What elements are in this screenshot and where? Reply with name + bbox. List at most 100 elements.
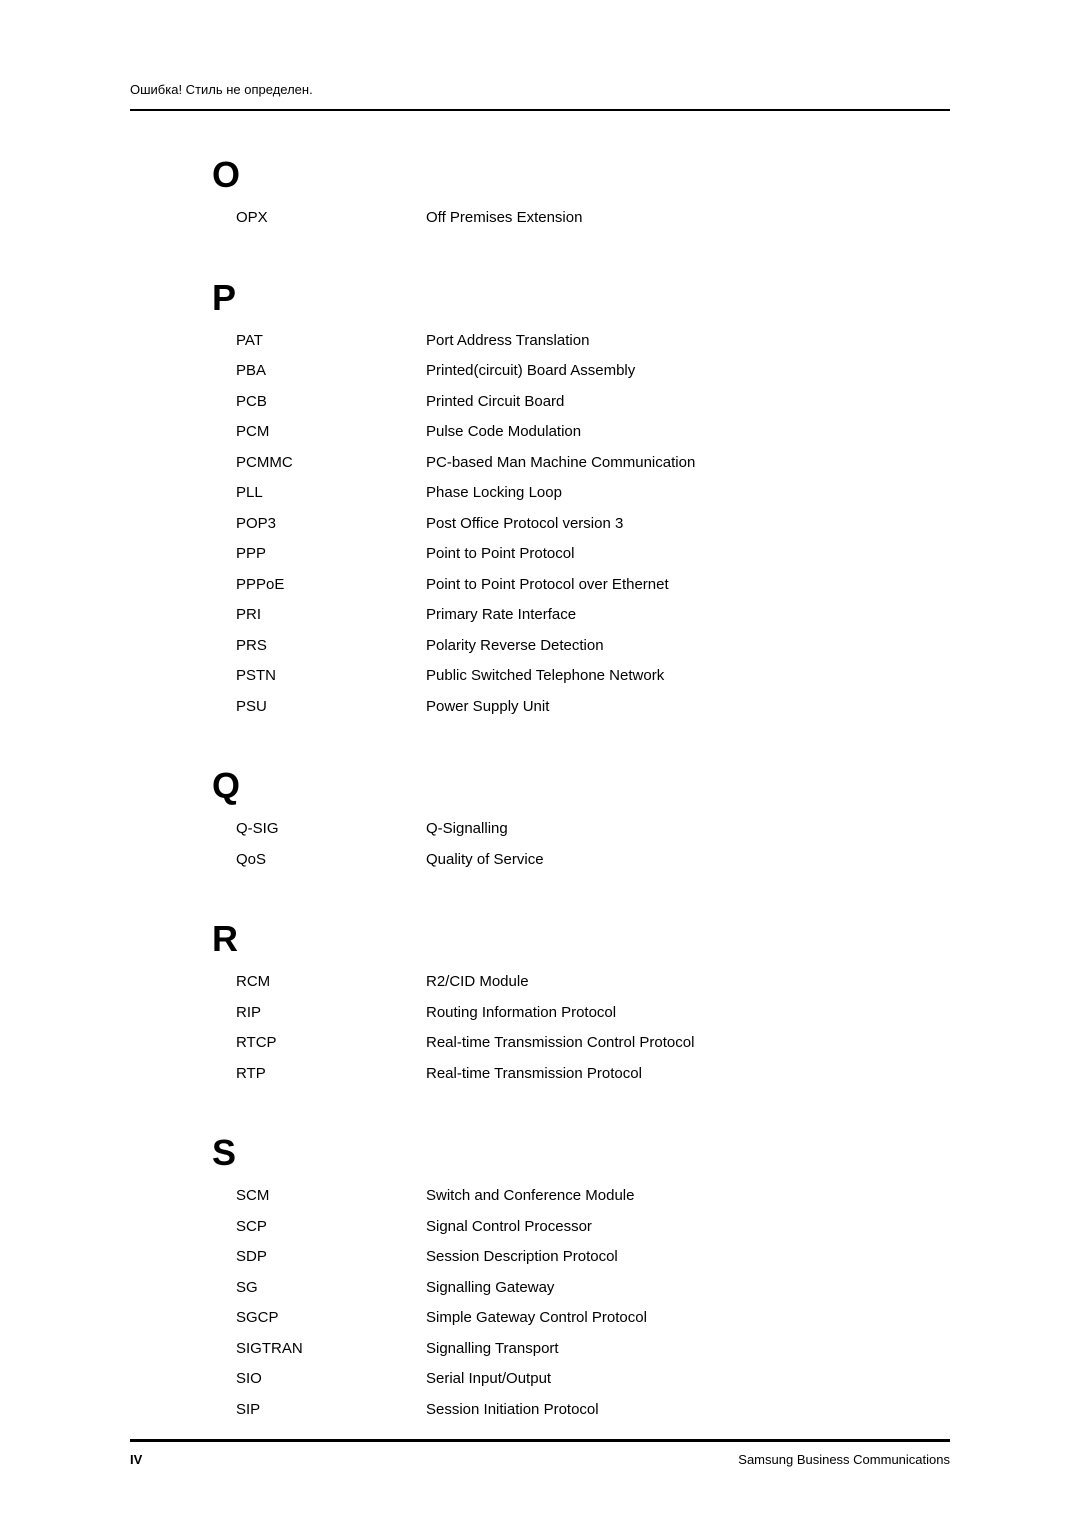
glossary-row: Q-SIGQ-Signalling bbox=[236, 814, 544, 845]
glossary-term: PAT bbox=[236, 326, 426, 357]
glossary-term: PSU bbox=[236, 692, 426, 723]
glossary-definition: PC-based Man Machine Communication bbox=[426, 448, 695, 479]
glossary-row: PLLPhase Locking Loop bbox=[236, 478, 695, 509]
section-letter-O: O bbox=[212, 157, 950, 193]
glossary-term: PLL bbox=[236, 478, 426, 509]
section-letter-S: S bbox=[212, 1135, 950, 1171]
glossary-definition: Session Description Protocol bbox=[426, 1242, 647, 1273]
section-letter-P: P bbox=[212, 280, 950, 316]
glossary-definition: Printed Circuit Board bbox=[426, 387, 695, 418]
glossary-term: PCB bbox=[236, 387, 426, 418]
glossary-term: POP3 bbox=[236, 509, 426, 540]
section-O: O OPX Off Premises Extension bbox=[212, 157, 950, 234]
glossary-term: SIO bbox=[236, 1364, 426, 1395]
glossary-term: SCM bbox=[236, 1181, 426, 1212]
section-R: R RCMR2/CID Module RIPRouting Informatio… bbox=[212, 921, 950, 1089]
glossary-definition: Port Address Translation bbox=[426, 326, 695, 357]
glossary-row: RIPRouting Information Protocol bbox=[236, 998, 694, 1029]
glossary-term: SIP bbox=[236, 1395, 426, 1426]
glossary-definition: Power Supply Unit bbox=[426, 692, 695, 723]
section-letter-R: R bbox=[212, 921, 950, 957]
section-S: S SCMSwitch and Conference Module SCPSig… bbox=[212, 1135, 950, 1425]
section-P: P PATPort Address Translation PBAPrinted… bbox=[212, 280, 950, 723]
glossary-term: PCM bbox=[236, 417, 426, 448]
glossary-term: PSTN bbox=[236, 661, 426, 692]
glossary-row: PPPPoint to Point Protocol bbox=[236, 539, 695, 570]
glossary-definition: Primary Rate Interface bbox=[426, 600, 695, 631]
glossary-row: SIPSession Initiation Protocol bbox=[236, 1395, 647, 1426]
glossary-row: PCMPulse Code Modulation bbox=[236, 417, 695, 448]
glossary-term: SG bbox=[236, 1273, 426, 1304]
glossary-row: PCMMCPC-based Man Machine Communication bbox=[236, 448, 695, 479]
glossary-row: PRIPrimary Rate Interface bbox=[236, 600, 695, 631]
glossary-definition: Quality of Service bbox=[426, 845, 544, 876]
glossary-definition: Routing Information Protocol bbox=[426, 998, 694, 1029]
glossary-row: RTPReal-time Transmission Protocol bbox=[236, 1059, 694, 1090]
glossary-definition: Serial Input/Output bbox=[426, 1364, 647, 1395]
glossary-term: RTCP bbox=[236, 1028, 426, 1059]
glossary-definition: Point to Point Protocol bbox=[426, 539, 695, 570]
page-footer: IV Samsung Business Communications bbox=[130, 1439, 950, 1467]
glossary-definition: Signalling Transport bbox=[426, 1334, 647, 1365]
glossary-row: PSUPower Supply Unit bbox=[236, 692, 695, 723]
footer-divider bbox=[130, 1439, 950, 1442]
glossary-term: PRS bbox=[236, 631, 426, 662]
glossary-definition: Polarity Reverse Detection bbox=[426, 631, 695, 662]
glossary-row: SCPSignal Control Processor bbox=[236, 1212, 647, 1243]
glossary-term: PRI bbox=[236, 600, 426, 631]
glossary-definition: Switch and Conference Module bbox=[426, 1181, 647, 1212]
glossary-definition: Post Office Protocol version 3 bbox=[426, 509, 695, 540]
glossary-row: SGSignalling Gateway bbox=[236, 1273, 647, 1304]
glossary-row: SDPSession Description Protocol bbox=[236, 1242, 647, 1273]
glossary-term: SDP bbox=[236, 1242, 426, 1273]
glossary-row: SCMSwitch and Conference Module bbox=[236, 1181, 647, 1212]
glossary-term: SGCP bbox=[236, 1303, 426, 1334]
glossary-row: PBAPrinted(circuit) Board Assembly bbox=[236, 356, 695, 387]
glossary-row: OPX Off Premises Extension bbox=[236, 203, 582, 234]
glossary-row: POP3Post Office Protocol version 3 bbox=[236, 509, 695, 540]
glossary-table-S: SCMSwitch and Conference Module SCPSigna… bbox=[236, 1181, 647, 1425]
glossary-term: SCP bbox=[236, 1212, 426, 1243]
glossary-definition: Signal Control Processor bbox=[426, 1212, 647, 1243]
glossary-definition: Pulse Code Modulation bbox=[426, 417, 695, 448]
section-Q: Q Q-SIGQ-Signalling QoSQuality of Servic… bbox=[212, 768, 950, 875]
glossary-table-Q: Q-SIGQ-Signalling QoSQuality of Service bbox=[236, 814, 544, 875]
glossary-definition: Q-Signalling bbox=[426, 814, 544, 845]
footer-row: IV Samsung Business Communications bbox=[130, 1452, 950, 1467]
glossary-term: PCMMC bbox=[236, 448, 426, 479]
glossary-term: QoS bbox=[236, 845, 426, 876]
glossary-definition: Public Switched Telephone Network bbox=[426, 661, 695, 692]
glossary-definition: Simple Gateway Control Protocol bbox=[426, 1303, 647, 1334]
glossary-row: SGCPSimple Gateway Control Protocol bbox=[236, 1303, 647, 1334]
glossary-term: PPPoE bbox=[236, 570, 426, 601]
glossary-definition: R2/CID Module bbox=[426, 967, 694, 998]
glossary-table-O: OPX Off Premises Extension bbox=[236, 203, 582, 234]
glossary-row: RCMR2/CID Module bbox=[236, 967, 694, 998]
glossary-row: RTCPReal-time Transmission Control Proto… bbox=[236, 1028, 694, 1059]
glossary-term: RTP bbox=[236, 1059, 426, 1090]
glossary-definition: Real-time Transmission Control Protocol bbox=[426, 1028, 694, 1059]
section-letter-Q: Q bbox=[212, 768, 950, 804]
page-container: Ошибка! Стиль не определен. O OPX Off Pr… bbox=[0, 0, 1080, 1527]
glossary-term: PPP bbox=[236, 539, 426, 570]
glossary-row: QoSQuality of Service bbox=[236, 845, 544, 876]
glossary-term: Q-SIG bbox=[236, 814, 426, 845]
header-error-text: Ошибка! Стиль не определен. bbox=[130, 82, 950, 97]
glossary-definition: Printed(circuit) Board Assembly bbox=[426, 356, 695, 387]
glossary-table-R: RCMR2/CID Module RIPRouting Information … bbox=[236, 967, 694, 1089]
glossary-term: RCM bbox=[236, 967, 426, 998]
glossary-content: O OPX Off Premises Extension P PATPort A… bbox=[130, 111, 950, 1425]
glossary-row: PATPort Address Translation bbox=[236, 326, 695, 357]
glossary-row: PPPoEPoint to Point Protocol over Ethern… bbox=[236, 570, 695, 601]
glossary-term: PBA bbox=[236, 356, 426, 387]
glossary-definition: Phase Locking Loop bbox=[426, 478, 695, 509]
glossary-row: PCBPrinted Circuit Board bbox=[236, 387, 695, 418]
glossary-definition: Point to Point Protocol over Ethernet bbox=[426, 570, 695, 601]
glossary-row: PSTNPublic Switched Telephone Network bbox=[236, 661, 695, 692]
glossary-row: SIGTRANSignalling Transport bbox=[236, 1334, 647, 1365]
glossary-table-P: PATPort Address Translation PBAPrinted(c… bbox=[236, 326, 695, 723]
glossary-term: RIP bbox=[236, 998, 426, 1029]
glossary-row: SIOSerial Input/Output bbox=[236, 1364, 647, 1395]
footer-company: Samsung Business Communications bbox=[738, 1452, 950, 1467]
glossary-definition: Signalling Gateway bbox=[426, 1273, 647, 1304]
